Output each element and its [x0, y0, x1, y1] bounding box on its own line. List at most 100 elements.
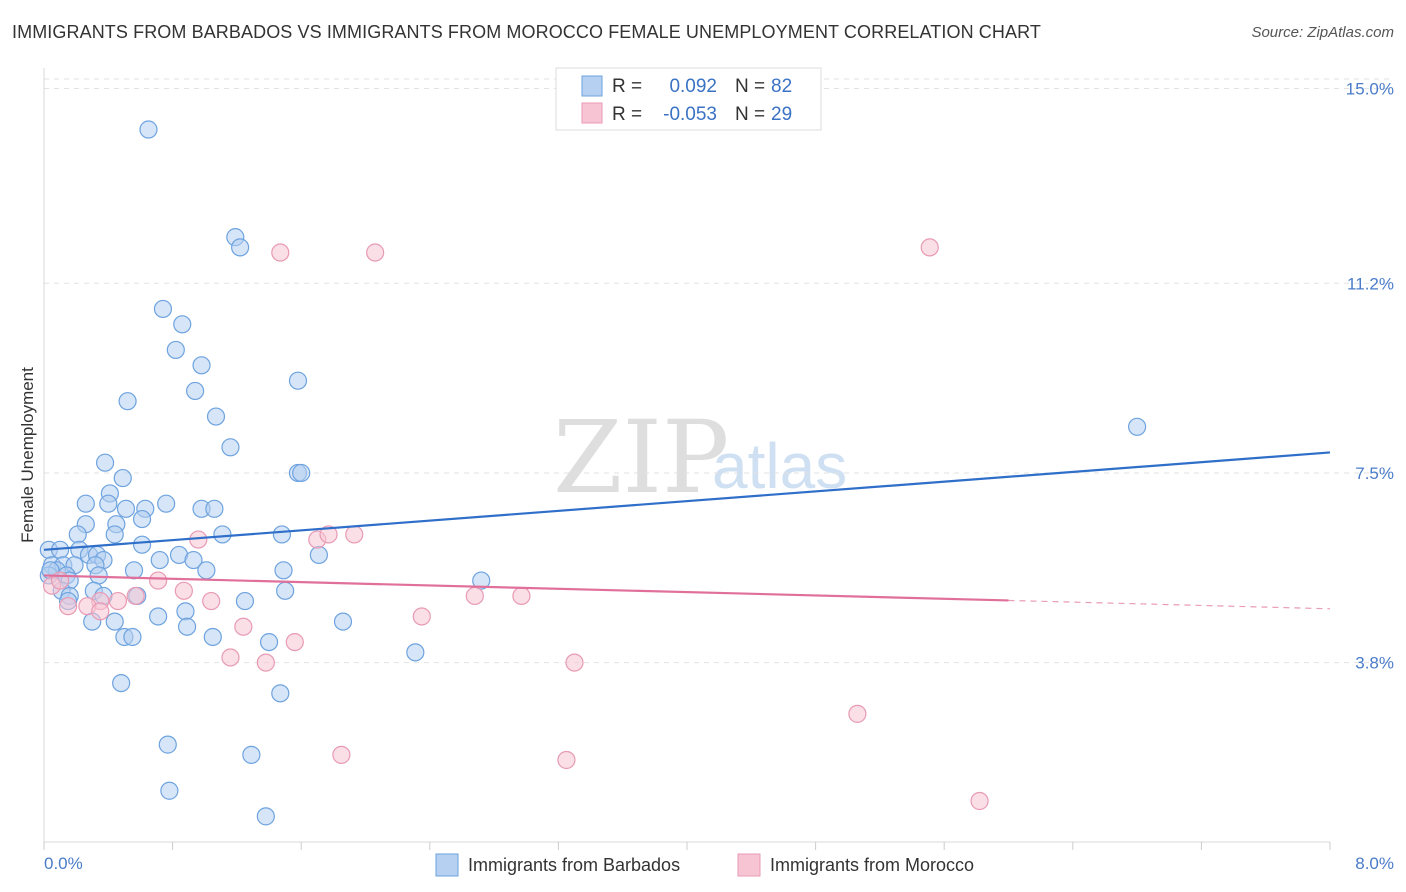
stats-n-label-barbados: N = [735, 76, 765, 97]
y-tick-label-2: 11.2% [1347, 274, 1394, 293]
morocco-point-1 [366, 243, 385, 262]
barbados-point-3 [153, 299, 173, 319]
y-tick-label-1: 7.5% [1355, 464, 1394, 483]
barbados-point-13 [113, 468, 132, 488]
morocco-point-24 [256, 653, 275, 672]
morocco-point-18 [465, 586, 484, 606]
morocco-point-25 [565, 653, 584, 672]
barbados-point-72 [406, 643, 425, 662]
barbados-point-39 [150, 550, 169, 570]
morocco-point-5 [319, 525, 338, 544]
barbados-point-6 [192, 356, 211, 375]
legend-swatch-morocco[interactable] [737, 853, 761, 877]
barbados-point-70 [203, 627, 222, 647]
barbados-point-73 [112, 673, 131, 693]
barbados-point-21 [157, 494, 176, 513]
barbados-point-25 [132, 509, 152, 529]
morocco-point-28 [557, 750, 576, 770]
morocco-point-12 [149, 571, 168, 590]
barbados-point-49 [197, 561, 216, 580]
y-axis-label: Female Unemployment [18, 367, 37, 543]
barbados-point-69 [123, 627, 142, 647]
morocco-point-11 [126, 586, 145, 606]
barbados-point-27 [105, 525, 124, 544]
barbados-point-7 [186, 381, 205, 401]
barbados-point-74 [271, 684, 290, 703]
source-credit: Source: ZipAtlas.com [1251, 24, 1394, 41]
watermark: ZIP atlas [553, 399, 847, 516]
barbados-point-50 [274, 561, 293, 580]
stats-swatch-barbados [581, 75, 603, 97]
stats-box: R = 0.092 N = 82 R = -0.053 N = 29 [555, 67, 822, 131]
y-tick-label-0: 3.8% [1355, 654, 1394, 673]
barbados-point-11 [221, 438, 240, 457]
chart-title: IMMIGRANTS FROM BARBADOS VS IMMIGRANTS F… [12, 22, 1041, 42]
morocco-point-29 [970, 791, 989, 811]
barbados-point-23 [205, 499, 224, 518]
barbados-point-75 [158, 735, 177, 754]
barbados-point-15 [292, 463, 311, 483]
morocco-point-20 [412, 607, 431, 626]
legend-label-barbados[interactable]: Immigrants from Barbados [468, 855, 680, 875]
morocco-point-15 [59, 597, 78, 616]
barbados-point-63 [149, 607, 168, 626]
barbados-point-62 [176, 602, 195, 621]
y-tick-label-3: 15.0% [1346, 80, 1394, 99]
legend: Immigrants from Barbados Immigrants from… [435, 853, 974, 877]
barbados-point-10 [206, 407, 226, 426]
x-tick-label-max: 8.0% [1355, 854, 1394, 873]
morocco-point-14 [202, 591, 221, 611]
morocco-point-17 [91, 602, 110, 621]
stats-n-value-barbados: 82 [771, 76, 792, 97]
gridlines [44, 78, 1394, 664]
barbados-point-12 [95, 453, 115, 472]
morocco-point-21 [234, 617, 253, 636]
barbados-point-18 [99, 494, 118, 513]
x-ticks [43, 842, 1331, 850]
barbados-point-29 [213, 525, 232, 544]
stats-r-label-barbados: R = [612, 76, 642, 97]
morocco-point-23 [221, 648, 240, 667]
morocco-point-10 [108, 591, 128, 611]
morocco-point-0 [271, 243, 290, 262]
y-tick-labels: 3.8% 7.5% 11.2% 15.0% [1346, 80, 1394, 673]
barbados-point-66 [105, 612, 124, 631]
barbados-point-9 [118, 392, 137, 411]
stats-n-label-morocco: N = [735, 104, 765, 125]
morocco-point-2 [920, 238, 939, 257]
stats-n-value-morocco: 29 [771, 104, 792, 125]
barbados-point-60 [276, 581, 295, 600]
barbados-point-30 [272, 525, 292, 544]
barbados-point-64 [177, 617, 197, 636]
barbados-point-19 [116, 499, 136, 518]
legend-label-morocco[interactable]: Immigrants from Morocco [770, 855, 974, 875]
barbados-point-2 [231, 238, 250, 257]
trend-lines [43, 451, 1331, 610]
barbados-point-28 [68, 525, 87, 544]
barbados-point-52 [89, 566, 108, 585]
x-tick-label-min: 0.0% [44, 854, 83, 873]
barbados-point-76 [242, 745, 261, 764]
barbados-point-54 [472, 571, 491, 590]
morocco-point-6 [345, 525, 364, 544]
watermark-zip: ZIP [553, 399, 729, 516]
barbados-point-77 [160, 781, 179, 800]
morocco-point-26 [848, 704, 867, 723]
barbados-point-5 [166, 340, 185, 360]
morocco-trend-extension [1008, 599, 1331, 610]
barbados-point-17 [76, 494, 95, 513]
stats-r-value-barbados: 0.092 [669, 76, 717, 97]
barbados-trend-line [43, 451, 1331, 551]
stats-swatch-morocco [581, 102, 603, 124]
barbados-point-40 [184, 550, 203, 570]
barbados-point-48 [124, 561, 144, 580]
barbados-point-41 [309, 545, 328, 565]
legend-swatch-barbados[interactable] [435, 853, 459, 877]
barbados-point-31 [132, 535, 152, 554]
barbados-point-67 [333, 612, 353, 631]
morocco-point-27 [332, 745, 351, 764]
barbados-point-0 [139, 120, 158, 139]
stats-r-value-morocco: -0.053 [663, 104, 717, 125]
morocco-point-22 [285, 632, 304, 652]
